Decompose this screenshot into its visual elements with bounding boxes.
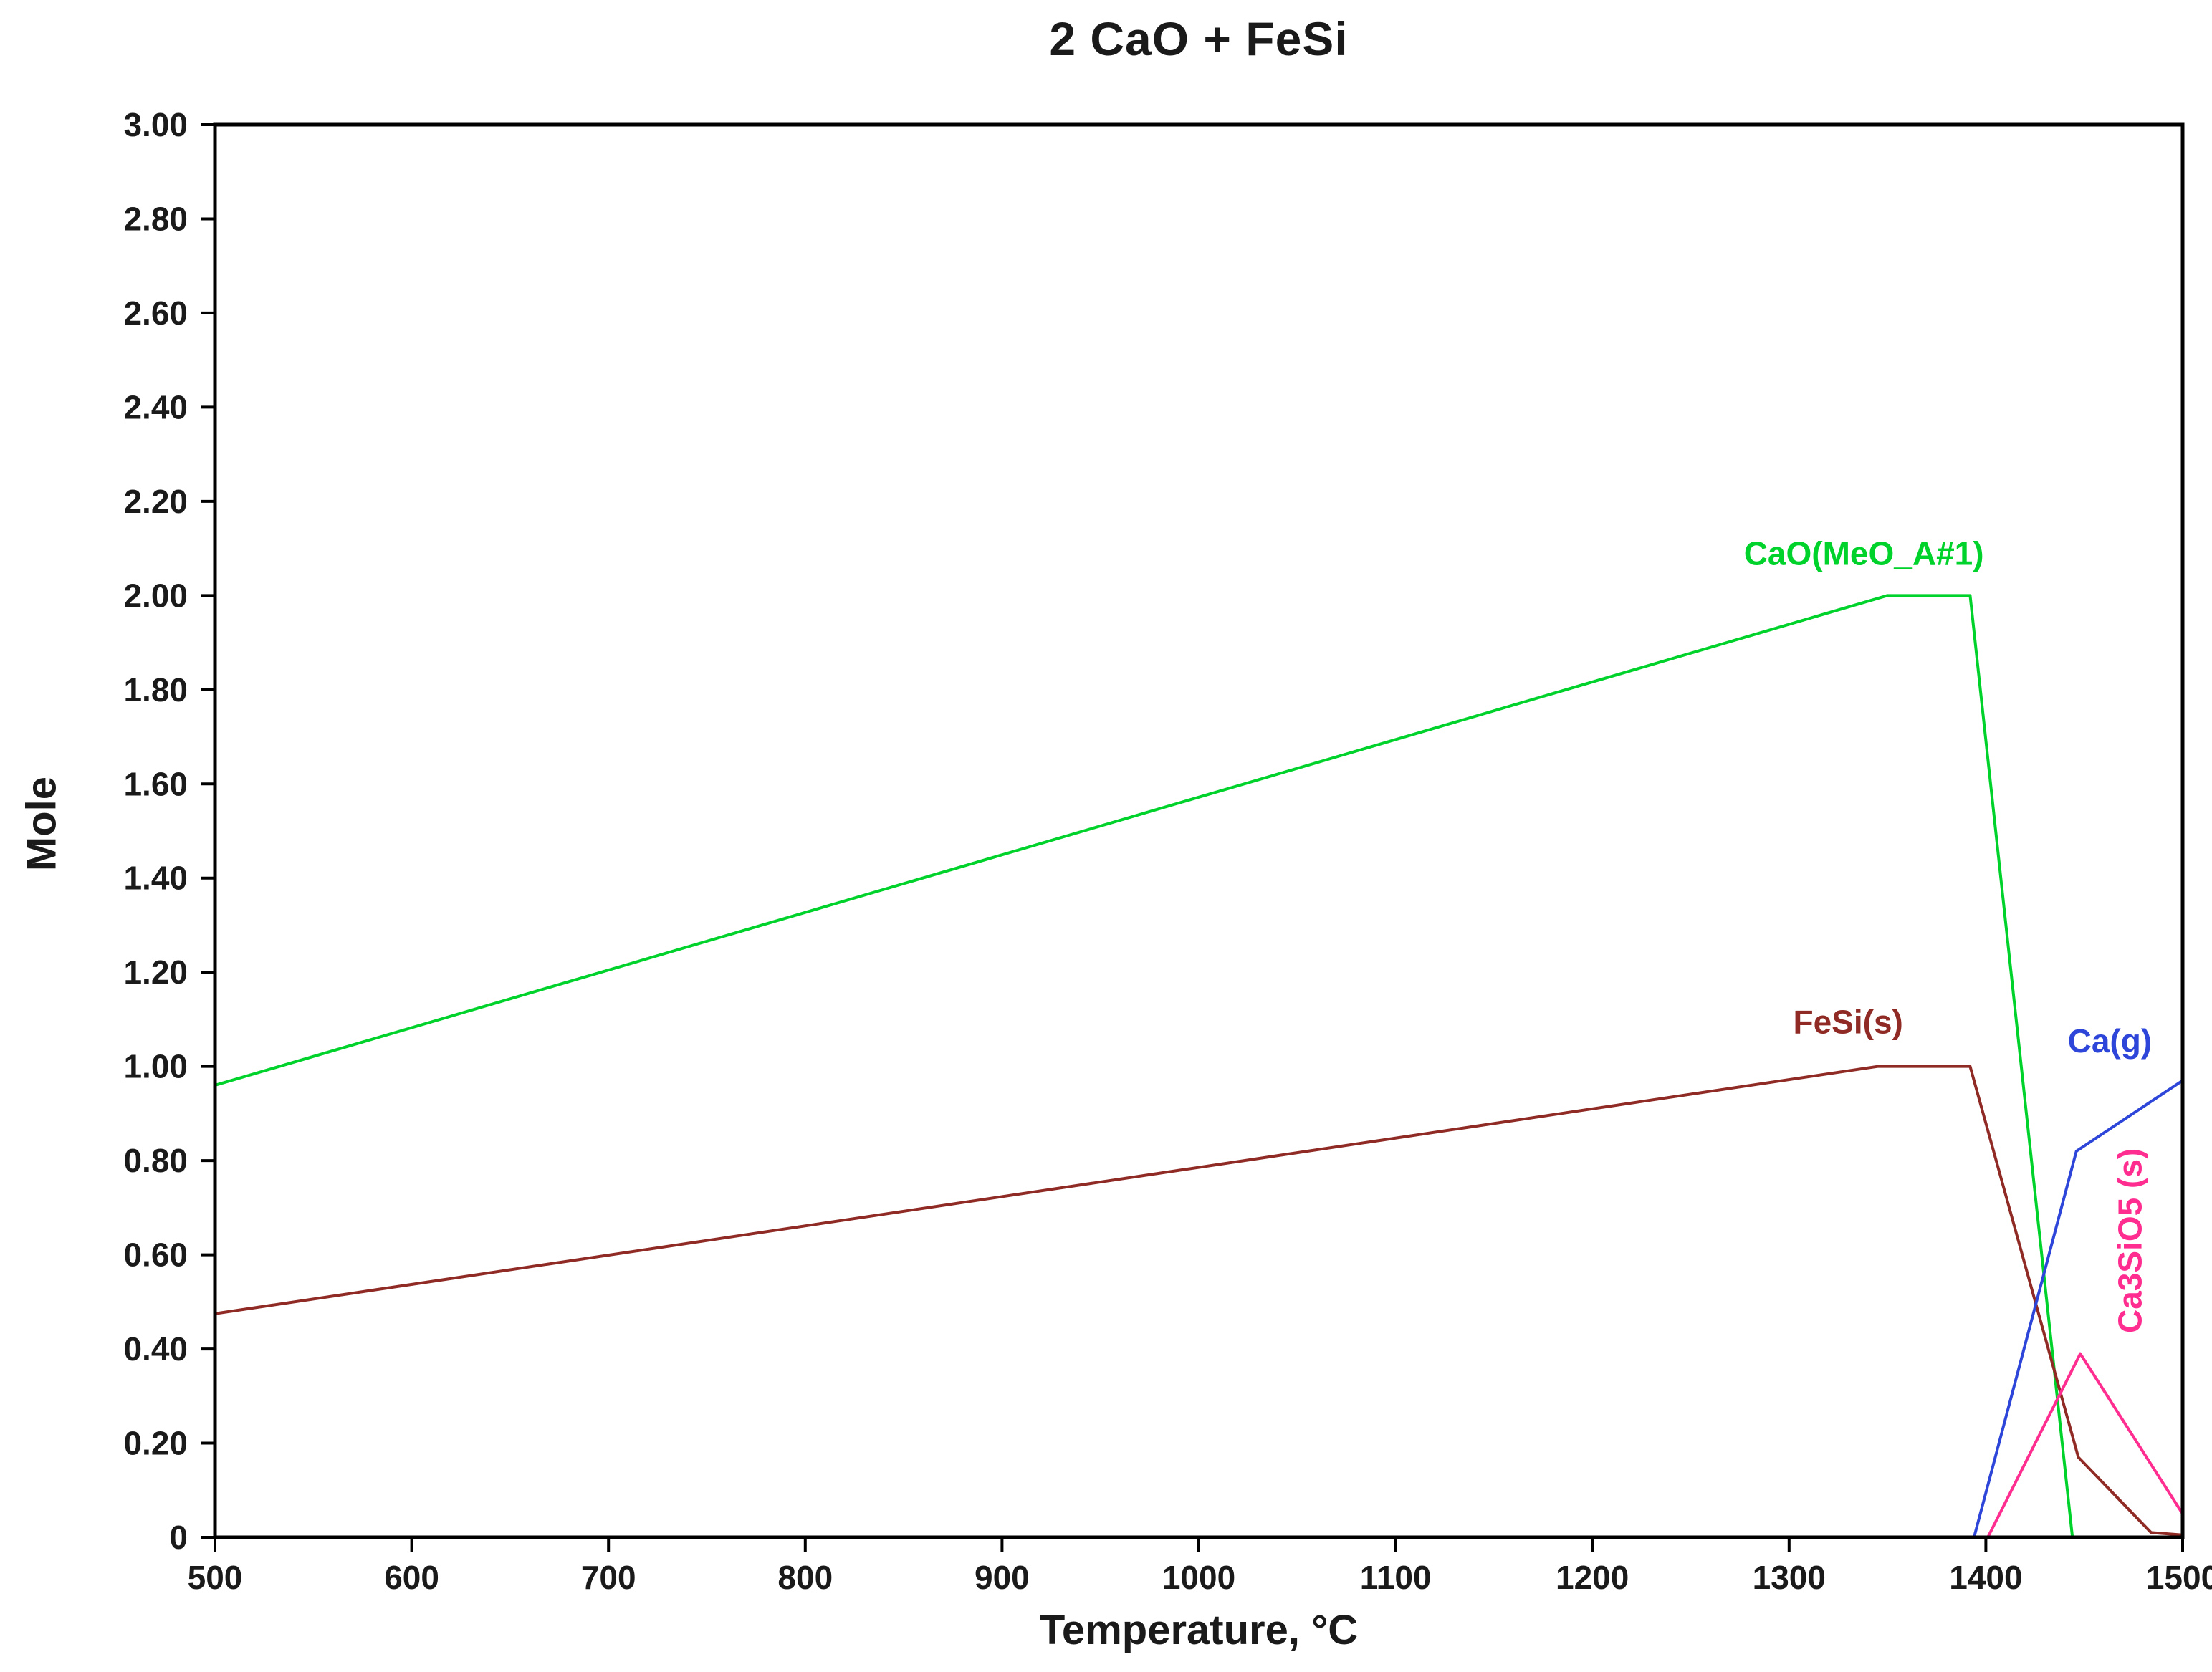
y-tick-label: 1.40 [123, 860, 188, 897]
x-tick-label: 500 [188, 1559, 243, 1596]
series-label-ca-g: Ca(g) [2068, 1022, 2153, 1060]
series-label-fesi-s: FeSi(s) [1793, 1004, 1902, 1041]
x-tick-label: 1200 [1556, 1559, 1629, 1596]
series-label-ca3sio5-s: Ca3SiO5 (s) [2111, 1148, 2148, 1333]
x-tick-label: 600 [384, 1559, 439, 1596]
y-tick-label: 0.40 [123, 1330, 188, 1368]
x-tick-label: 700 [581, 1559, 636, 1596]
chart-title: 2 CaO + FeSi [1049, 12, 1349, 65]
y-tick-label: 2.60 [123, 294, 188, 332]
plot-frame [213, 122, 2185, 1539]
y-tick-label: 2.20 [123, 483, 188, 520]
series-line-ca-g [214, 1079, 2184, 1539]
y-tick-label: 0.60 [123, 1236, 188, 1274]
y-tick-label: 2.40 [123, 388, 188, 426]
y-tick-label: 2.00 [123, 577, 188, 614]
x-axis-title: Temperature, °C [1039, 1607, 1359, 1653]
y-tick-label: 0.20 [123, 1425, 188, 1462]
x-tick-label: 900 [975, 1559, 1030, 1596]
y-tick-label: 1.60 [123, 765, 188, 802]
x-tick-label: 1100 [1360, 1559, 1432, 1596]
series-label-cao-meo-a-1: CaO(MeO_A#1) [1744, 535, 1984, 572]
series-line-ca3sio5-s [214, 1352, 2184, 1539]
y-tick-label: 1.00 [123, 1048, 188, 1085]
x-tick-label: 1000 [1162, 1559, 1235, 1596]
y-tick-label: 1.80 [123, 671, 188, 708]
x-tick-label: 1300 [1753, 1559, 1826, 1596]
y-tick-label: 0.80 [123, 1142, 188, 1179]
y-tick-label: 3.00 [123, 106, 188, 143]
x-tick-label: 1500 [2146, 1559, 2212, 1596]
series-line-fesi-s [214, 1065, 2184, 1537]
x-tick-label: 1400 [1949, 1559, 2022, 1596]
y-tick-label: 2.80 [123, 200, 188, 237]
y-tick-label: 0 [169, 1519, 188, 1556]
y-tick-label: 1.20 [123, 953, 188, 991]
y-axis-title: Mole [18, 776, 65, 872]
x-tick-label: 800 [777, 1559, 833, 1596]
